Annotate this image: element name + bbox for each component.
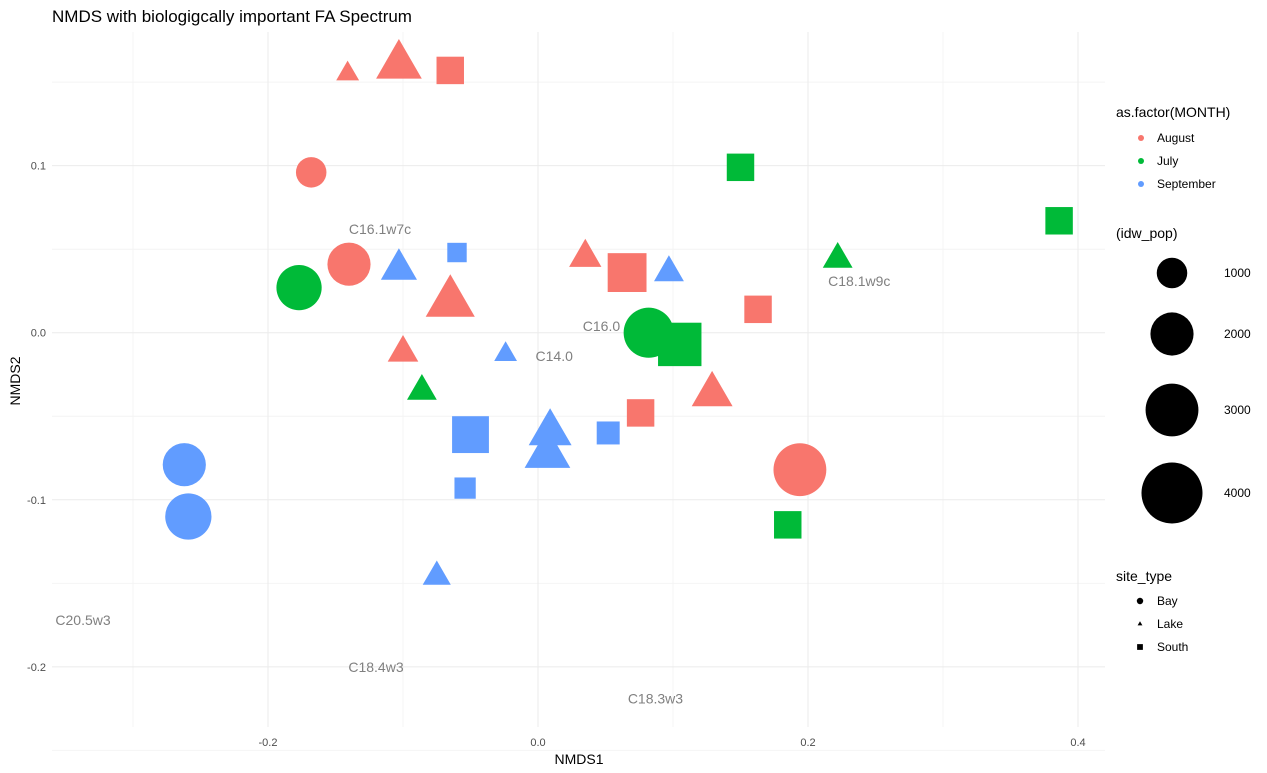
y-tick-label: -0.1: [27, 495, 46, 507]
point-august-lake: [336, 60, 360, 81]
point-september-lake: [494, 341, 517, 361]
legend-color-title: as.factor(MONTH): [1116, 104, 1230, 120]
legend-shape-title: site_type: [1116, 568, 1172, 584]
legend-shape-entries: Bay Lake South: [1136, 594, 1188, 654]
legend-color-key: [1138, 158, 1144, 164]
point-august-bay: [773, 443, 827, 497]
legend-shape-key: [1137, 621, 1143, 626]
point-july-bay: [276, 264, 322, 311]
legend-shape-key: [1136, 597, 1144, 605]
point-august-south: [626, 399, 655, 427]
y-tick-label: 0.1: [31, 161, 46, 173]
legend-size-label: 4000: [1224, 486, 1251, 500]
x-axis-ticks: -0.2 0.0 0.2 0.4: [259, 737, 1086, 749]
point-july-south: [1045, 207, 1073, 235]
point-july-lake: [407, 374, 437, 400]
fa-label: C16.1w7c: [349, 221, 411, 237]
point-september-south: [596, 421, 620, 445]
x-tick-label: 0.4: [1070, 737, 1085, 749]
point-september-lake: [422, 560, 451, 585]
point-august-south: [607, 253, 647, 292]
fa-label: C20.5w3: [55, 612, 110, 628]
y-axis-title: NMDS2: [7, 356, 23, 405]
fa-labels: C16.1w7c C18.1w9c C16.0 C14.0 C20.5w3 C18.4w3…: [55, 221, 890, 706]
legend: as.factor(MONTH) August July September (id…: [1116, 104, 1251, 654]
legend-size-key: [1145, 383, 1199, 437]
legend-shape-label: Lake: [1157, 617, 1183, 631]
legend-shape-key: [1137, 644, 1143, 650]
fa-label: C14.0: [536, 348, 574, 364]
point-august-lake: [376, 39, 422, 79]
fa-label: C18.3w3: [628, 691, 683, 707]
point-september-lake: [528, 408, 572, 446]
point-september-south: [447, 242, 467, 263]
legend-shape-label: Bay: [1157, 594, 1178, 608]
legend-color-entries: August July September: [1138, 131, 1216, 191]
data-points: [162, 39, 1073, 585]
point-august-lake: [569, 238, 602, 267]
legend-shape-label: South: [1157, 640, 1188, 654]
point-september-bay: [165, 493, 212, 540]
point-august-lake: [387, 335, 419, 362]
legend-color-key: [1138, 181, 1144, 187]
point-september-south: [454, 477, 476, 499]
y-tick-label: 0.0: [31, 328, 46, 340]
x-tick-label: 0.0: [530, 737, 545, 749]
legend-size-key: [1156, 257, 1188, 289]
point-september-south: [452, 416, 489, 454]
legend-color-label: August: [1157, 131, 1195, 145]
point-july-south: [726, 153, 755, 182]
point-july-south: [774, 511, 802, 539]
legend-size-key: [1141, 462, 1203, 524]
point-september-lake: [380, 248, 417, 280]
fa-label: C18.4w3: [348, 659, 403, 675]
point-july-south: [658, 322, 702, 367]
legend-color-label: September: [1157, 177, 1216, 191]
legend-size-key: [1150, 312, 1194, 356]
y-axis-ticks: -0.2 -0.1 0.0 0.1: [27, 161, 46, 674]
point-august-lake: [425, 274, 475, 317]
point-august-south: [744, 295, 772, 324]
legend-size-entries: 1000 2000 3000 4000: [1141, 257, 1251, 524]
legend-color-key: [1138, 135, 1144, 141]
y-tick-label: -0.2: [27, 662, 46, 674]
legend-size-label: 3000: [1224, 403, 1251, 417]
point-september-lake: [654, 255, 684, 282]
point-august-bay: [327, 242, 371, 286]
point-september-lake: [524, 428, 571, 468]
x-tick-label: -0.2: [259, 737, 278, 749]
legend-size-label: 2000: [1224, 327, 1251, 341]
point-august-south: [436, 56, 464, 85]
x-axis-title: NMDS1: [554, 751, 603, 767]
point-august-bay: [295, 157, 327, 188]
legend-size-label: 1000: [1224, 266, 1251, 280]
point-september-bay: [162, 443, 206, 487]
point-august-lake: [691, 370, 733, 407]
fa-label: C18.1w9c: [828, 273, 890, 289]
chart-title: NMDS with biologigcally important FA Spe…: [52, 7, 412, 26]
legend-size-title: (idw_pop): [1116, 225, 1177, 241]
grid: [52, 32, 1105, 751]
point-july-lake: [822, 242, 853, 268]
x-tick-label: 0.2: [800, 737, 815, 749]
fa-label: C16.0: [583, 318, 621, 334]
legend-color-label: July: [1157, 154, 1178, 168]
